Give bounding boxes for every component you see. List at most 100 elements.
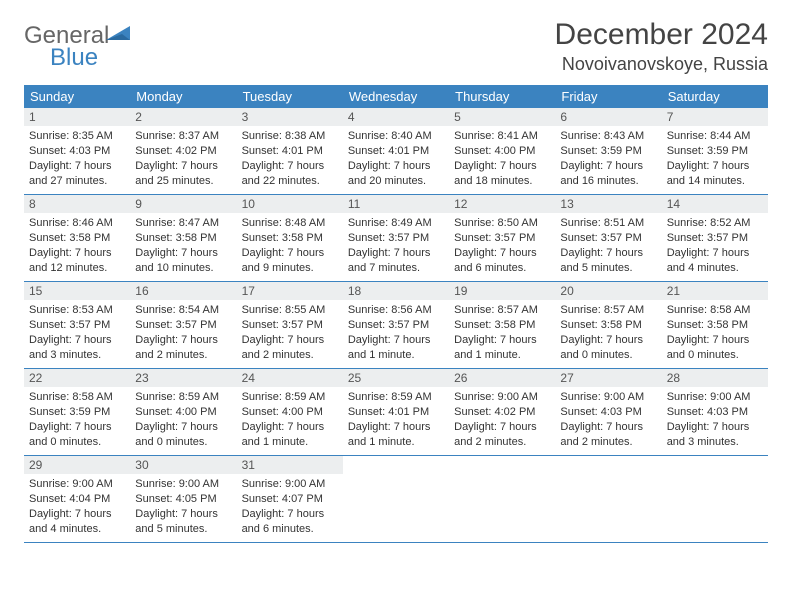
day-number: 29: [24, 456, 130, 474]
daylight-text-2: and 3 minutes.: [29, 348, 125, 363]
day-number: 30: [130, 456, 236, 474]
daylight-text-2: and 1 minute.: [454, 348, 550, 363]
day-body: Sunrise: 8:40 AMSunset: 4:01 PMDaylight:…: [343, 126, 449, 192]
week-row: 8Sunrise: 8:46 AMSunset: 3:58 PMDaylight…: [24, 195, 768, 282]
sunset-text: Sunset: 4:01 PM: [348, 405, 444, 420]
day-cell: 18Sunrise: 8:56 AMSunset: 3:57 PMDayligh…: [343, 282, 449, 368]
daylight-text: Daylight: 7 hours: [560, 159, 656, 174]
day-number: 25: [343, 369, 449, 387]
day-cell: 4Sunrise: 8:40 AMSunset: 4:01 PMDaylight…: [343, 108, 449, 194]
day-cell: 22Sunrise: 8:58 AMSunset: 3:59 PMDayligh…: [24, 369, 130, 455]
day-number: 3: [237, 108, 343, 126]
daylight-text-2: and 22 minutes.: [242, 174, 338, 189]
daylight-text: Daylight: 7 hours: [29, 246, 125, 261]
day-cell: 10Sunrise: 8:48 AMSunset: 3:58 PMDayligh…: [237, 195, 343, 281]
day-cell: 2Sunrise: 8:37 AMSunset: 4:02 PMDaylight…: [130, 108, 236, 194]
day-number: 19: [449, 282, 555, 300]
day-body: Sunrise: 8:43 AMSunset: 3:59 PMDaylight:…: [555, 126, 661, 192]
day-body: Sunrise: 8:59 AMSunset: 4:00 PMDaylight:…: [130, 387, 236, 453]
day-cell: 19Sunrise: 8:57 AMSunset: 3:58 PMDayligh…: [449, 282, 555, 368]
sunset-text: Sunset: 3:58 PM: [135, 231, 231, 246]
sunrise-text: Sunrise: 8:55 AM: [242, 303, 338, 318]
sunset-text: Sunset: 3:59 PM: [560, 144, 656, 159]
day-number: 17: [237, 282, 343, 300]
sunrise-text: Sunrise: 9:00 AM: [667, 390, 763, 405]
day-number: 10: [237, 195, 343, 213]
day-number: 31: [237, 456, 343, 474]
daylight-text-2: and 5 minutes.: [560, 261, 656, 276]
day-body: Sunrise: 8:54 AMSunset: 3:57 PMDaylight:…: [130, 300, 236, 366]
logo-text-blue: Blue: [50, 44, 98, 71]
sunset-text: Sunset: 4:04 PM: [29, 492, 125, 507]
day-number: 14: [662, 195, 768, 213]
day-cell: 28Sunrise: 9:00 AMSunset: 4:03 PMDayligh…: [662, 369, 768, 455]
day-cell: 5Sunrise: 8:41 AMSunset: 4:00 PMDaylight…: [449, 108, 555, 194]
day-header: Monday: [130, 85, 236, 108]
day-header: Friday: [555, 85, 661, 108]
day-header: Wednesday: [343, 85, 449, 108]
day-cell: [555, 456, 661, 542]
sunrise-text: Sunrise: 9:00 AM: [454, 390, 550, 405]
sunset-text: Sunset: 3:57 PM: [135, 318, 231, 333]
day-body: Sunrise: 8:48 AMSunset: 3:58 PMDaylight:…: [237, 213, 343, 279]
sunset-text: Sunset: 4:02 PM: [454, 405, 550, 420]
day-cell: 7Sunrise: 8:44 AMSunset: 3:59 PMDaylight…: [662, 108, 768, 194]
daylight-text: Daylight: 7 hours: [242, 507, 338, 522]
day-number: 9: [130, 195, 236, 213]
sunset-text: Sunset: 3:57 PM: [560, 231, 656, 246]
sunset-text: Sunset: 3:58 PM: [29, 231, 125, 246]
daylight-text-2: and 10 minutes.: [135, 261, 231, 276]
sunrise-text: Sunrise: 9:00 AM: [29, 477, 125, 492]
daylight-text: Daylight: 7 hours: [667, 246, 763, 261]
week-row: 1Sunrise: 8:35 AMSunset: 4:03 PMDaylight…: [24, 108, 768, 195]
daylight-text-2: and 4 minutes.: [667, 261, 763, 276]
sunset-text: Sunset: 4:03 PM: [560, 405, 656, 420]
day-number: 18: [343, 282, 449, 300]
calendar: SundayMondayTuesdayWednesdayThursdayFrid…: [24, 85, 768, 543]
sunrise-text: Sunrise: 8:59 AM: [348, 390, 444, 405]
day-body: Sunrise: 9:00 AMSunset: 4:03 PMDaylight:…: [555, 387, 661, 453]
daylight-text-2: and 5 minutes.: [135, 522, 231, 537]
day-cell: 11Sunrise: 8:49 AMSunset: 3:57 PMDayligh…: [343, 195, 449, 281]
day-body: Sunrise: 8:38 AMSunset: 4:01 PMDaylight:…: [237, 126, 343, 192]
day-number: 22: [24, 369, 130, 387]
day-cell: 24Sunrise: 8:59 AMSunset: 4:00 PMDayligh…: [237, 369, 343, 455]
daylight-text: Daylight: 7 hours: [242, 420, 338, 435]
day-number: 20: [555, 282, 661, 300]
day-body: Sunrise: 9:00 AMSunset: 4:02 PMDaylight:…: [449, 387, 555, 453]
daylight-text-2: and 27 minutes.: [29, 174, 125, 189]
week-row: 22Sunrise: 8:58 AMSunset: 3:59 PMDayligh…: [24, 369, 768, 456]
day-cell: 15Sunrise: 8:53 AMSunset: 3:57 PMDayligh…: [24, 282, 130, 368]
daylight-text: Daylight: 7 hours: [454, 333, 550, 348]
sunrise-text: Sunrise: 8:54 AM: [135, 303, 231, 318]
day-body: Sunrise: 8:55 AMSunset: 3:57 PMDaylight:…: [237, 300, 343, 366]
day-number: 21: [662, 282, 768, 300]
daylight-text-2: and 2 minutes.: [560, 435, 656, 450]
day-number: 2: [130, 108, 236, 126]
sunrise-text: Sunrise: 9:00 AM: [135, 477, 231, 492]
day-cell: 27Sunrise: 9:00 AMSunset: 4:03 PMDayligh…: [555, 369, 661, 455]
sunset-text: Sunset: 4:05 PM: [135, 492, 231, 507]
day-body: Sunrise: 9:00 AMSunset: 4:05 PMDaylight:…: [130, 474, 236, 540]
day-number: 27: [555, 369, 661, 387]
day-number: 28: [662, 369, 768, 387]
day-body: Sunrise: 8:37 AMSunset: 4:02 PMDaylight:…: [130, 126, 236, 192]
day-header: Tuesday: [237, 85, 343, 108]
daylight-text: Daylight: 7 hours: [242, 159, 338, 174]
daylight-text: Daylight: 7 hours: [348, 420, 444, 435]
logo: General Blue: [24, 18, 109, 72]
sunrise-text: Sunrise: 8:37 AM: [135, 129, 231, 144]
daylight-text: Daylight: 7 hours: [29, 159, 125, 174]
sunrise-text: Sunrise: 8:52 AM: [667, 216, 763, 231]
day-body: Sunrise: 8:57 AMSunset: 3:58 PMDaylight:…: [555, 300, 661, 366]
day-number: 12: [449, 195, 555, 213]
sunrise-text: Sunrise: 9:00 AM: [242, 477, 338, 492]
daylight-text: Daylight: 7 hours: [135, 333, 231, 348]
sunrise-text: Sunrise: 8:35 AM: [29, 129, 125, 144]
daylight-text-2: and 18 minutes.: [454, 174, 550, 189]
day-body: Sunrise: 9:00 AMSunset: 4:03 PMDaylight:…: [662, 387, 768, 453]
day-cell: 14Sunrise: 8:52 AMSunset: 3:57 PMDayligh…: [662, 195, 768, 281]
day-cell: 30Sunrise: 9:00 AMSunset: 4:05 PMDayligh…: [130, 456, 236, 542]
daylight-text-2: and 1 minute.: [348, 435, 444, 450]
daylight-text-2: and 0 minutes.: [135, 435, 231, 450]
